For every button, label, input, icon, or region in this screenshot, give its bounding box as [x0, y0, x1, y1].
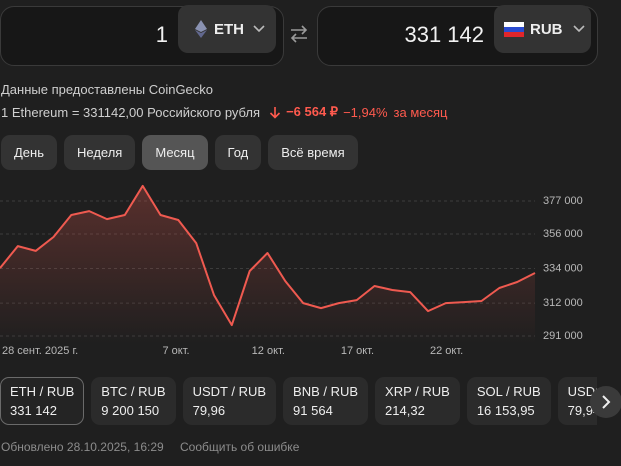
rate-text: 1 Ethereum = 331142,00 Российского рубля: [1, 104, 261, 120]
to-amount: 331 142: [404, 22, 484, 47]
period-button[interactable]: Месяц: [142, 135, 208, 170]
y-tick-label: 377 000: [543, 195, 583, 207]
from-amount: 1: [155, 22, 168, 47]
to-currency: RUB: [530, 20, 563, 38]
pair-price: 79,96: [192, 403, 226, 418]
source: Данные предоставлены CoinGecko: [1, 82, 214, 97]
pair-name: USDT / RUB: [192, 384, 267, 399]
y-tick-label: 356 000: [543, 228, 583, 240]
pair-card[interactable]: BTC / RUB 9 200 150: [91, 377, 176, 425]
pair-list: ETH / RUB 331 142 BTC / RUB 9 200 150 USDT /…: [0, 377, 597, 427]
report-link[interactable]: Сообщить об ошибке: [180, 440, 300, 454]
period-button[interactable]: Всё время: [268, 135, 358, 170]
from-currency-select[interactable]: ETH: [178, 5, 276, 53]
next-button[interactable]: [590, 386, 621, 418]
pair-card[interactable]: SOL / RUB 16 153,95: [466, 377, 551, 425]
x-tick-label: 22 окт.: [430, 345, 463, 357]
pair-name: USDC / RUB: [567, 384, 597, 399]
pair-price: 16 153,95: [476, 403, 535, 418]
x-tick-label: 7 окт.: [163, 345, 190, 357]
pair-price: 214,32: [385, 403, 425, 418]
updated: Обновлено 28.10.2025, 16:29: [1, 440, 164, 454]
pair-name: BTC / RUB: [101, 384, 166, 399]
pair-price: 331 142: [10, 403, 57, 418]
x-tick-label: 17 окт.: [341, 345, 374, 357]
pair-name: XRP / RUB: [385, 384, 450, 399]
x-tick-label: 12 окт.: [252, 345, 285, 357]
period-button[interactable]: Неделя: [64, 135, 136, 170]
period-tabs: День Неделя Месяц Год Всё время: [1, 135, 358, 170]
pair-price: 79,94: [567, 403, 597, 418]
chevron: [253, 25, 265, 33]
pair-price: 9 200 150: [101, 403, 160, 418]
eth-icon: [195, 20, 207, 38]
pair-card[interactable]: USDC / RUB 79,94: [557, 377, 597, 425]
period-button[interactable]: День: [1, 135, 57, 170]
period-button[interactable]: Год: [214, 135, 262, 170]
pair-card[interactable]: BNB / RUB 91 564: [283, 377, 369, 425]
rate-change: −6 564 ₽: [286, 104, 339, 119]
pair-name: SOL / RUB: [476, 384, 541, 399]
price-chart: 291 000 312 000 334 000 356 000 377 000 28 се…: [0, 184, 583, 357]
y-tick-label: 291 000: [543, 330, 583, 342]
pair-price: 91 564: [293, 403, 333, 418]
y-tick-label: 334 000: [543, 262, 583, 274]
rate-change-percent: −1,94%: [343, 104, 388, 120]
swap-icon[interactable]: [289, 25, 309, 43]
y-tick-label: 312 000: [543, 297, 583, 309]
rate-period: за месяц: [393, 104, 448, 120]
ru-flag: [504, 21, 524, 37]
rate-line: 1 Ethereum = 331142,00 Российского рубля…: [1, 104, 448, 120]
pair-name: BNB / RUB: [293, 384, 359, 399]
area: [0, 185, 535, 344]
line: [0, 184, 536, 327]
pair-card[interactable]: USDT / RUB 79,96: [182, 377, 277, 425]
to-currency-select[interactable]: RUB: [494, 5, 591, 53]
x-tick-label: 28 сент. 2025 г.: [2, 345, 78, 357]
pair-card[interactable]: XRP / RUB 214,32: [375, 377, 460, 425]
pair-card[interactable]: ETH / RUB 331 142: [0, 377, 85, 425]
from-currency: ETH: [214, 20, 244, 38]
down-arrow: [269, 106, 281, 119]
chevron: [572, 25, 585, 33]
pair-name: ETH / RUB: [10, 384, 75, 399]
